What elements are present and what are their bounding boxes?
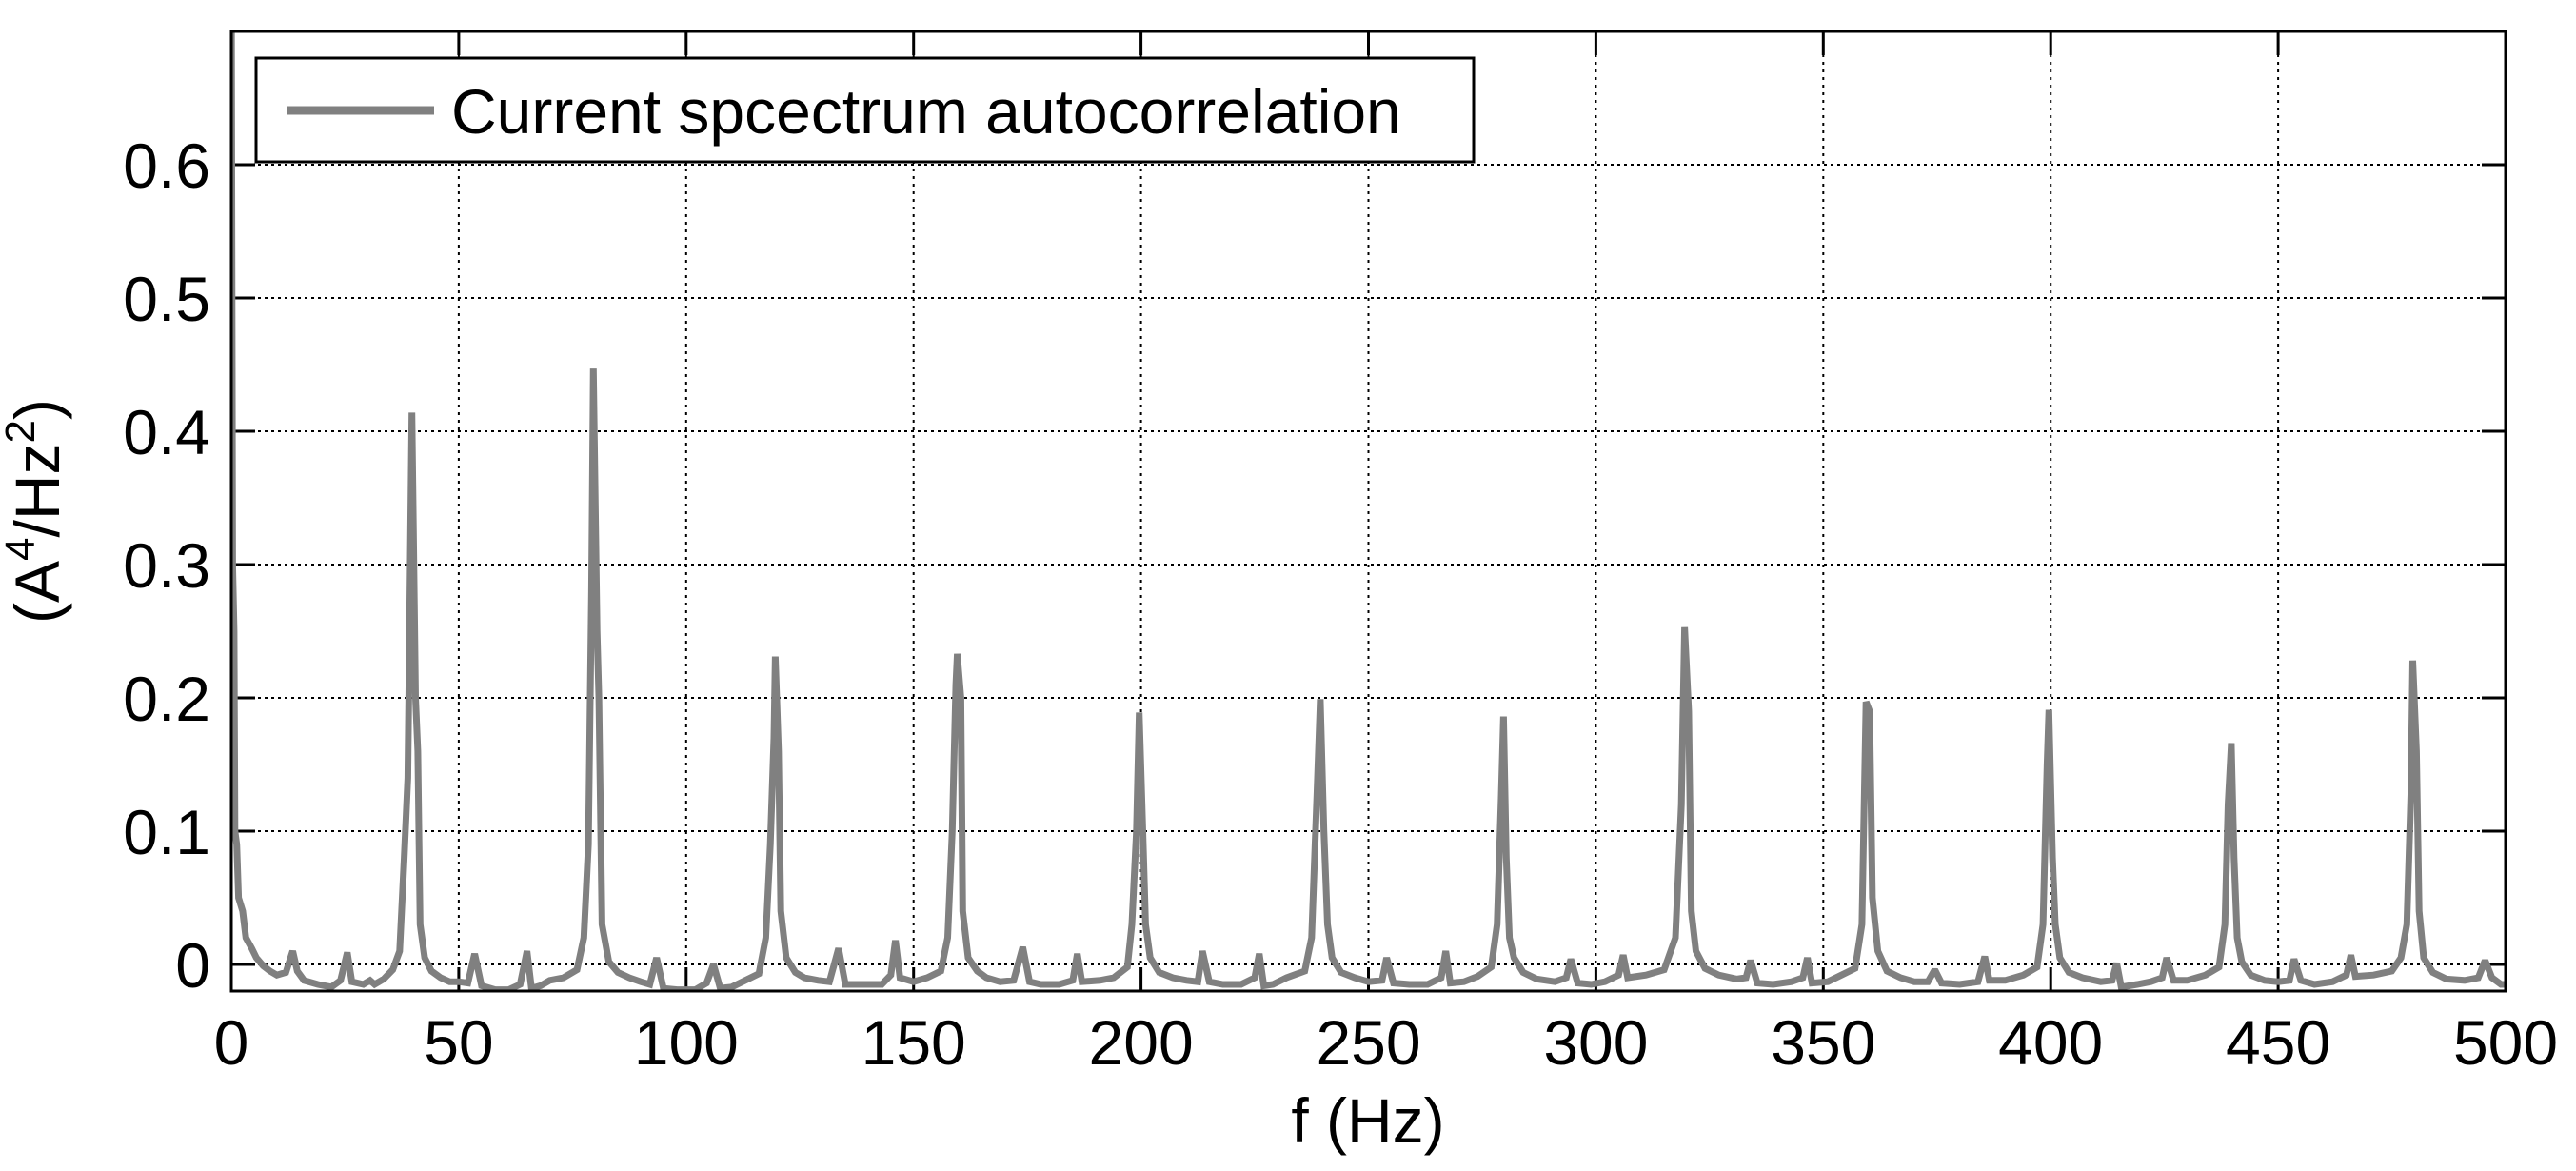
x-axis-label: f (Hz)	[1291, 1085, 1444, 1156]
x-tick-labels: 0 50 100 150 200 250 300 350 400 450 500	[214, 1007, 2558, 1078]
x-tick-label: 0	[214, 1007, 249, 1078]
y-tick-label: 0.4	[123, 397, 210, 467]
x-tick-label: 250	[1316, 1007, 1420, 1078]
y-tick-label: 0	[175, 930, 210, 1001]
x-tick-label: 200	[1089, 1007, 1194, 1078]
y-tick-label: 0.6	[123, 130, 210, 201]
x-tick-label: 100	[634, 1007, 739, 1078]
y-tick-label: 0.3	[123, 530, 210, 601]
x-tick-label: 50	[424, 1007, 493, 1078]
y-tick-label: 0.5	[123, 264, 210, 334]
legend-box	[254, 56, 1476, 164]
x-tick-label: 450	[2226, 1007, 2330, 1078]
series-line-autocorrelation	[231, 31, 2506, 991]
y-axis-label: (A4/Hz2)	[0, 399, 72, 624]
x-tick-label: 500	[2453, 1007, 2558, 1078]
x-tick-label: 300	[1543, 1007, 1648, 1078]
y-tick-label: 0.1	[123, 797, 210, 867]
x-tick-label: 350	[1771, 1007, 1875, 1078]
y-tick-labels: 0 0.1 0.2 0.3 0.4 0.5 0.6	[123, 130, 210, 1001]
plot-frame	[229, 30, 2507, 993]
x-tick-label: 150	[862, 1007, 966, 1078]
legend-label: Current spcectrum autocorrelation	[451, 76, 1401, 147]
legend: Current spcectrum autocorrelation	[254, 56, 1476, 164]
y-tick-label: 0.2	[123, 664, 210, 734]
x-tick-label: 400	[1998, 1007, 2103, 1078]
